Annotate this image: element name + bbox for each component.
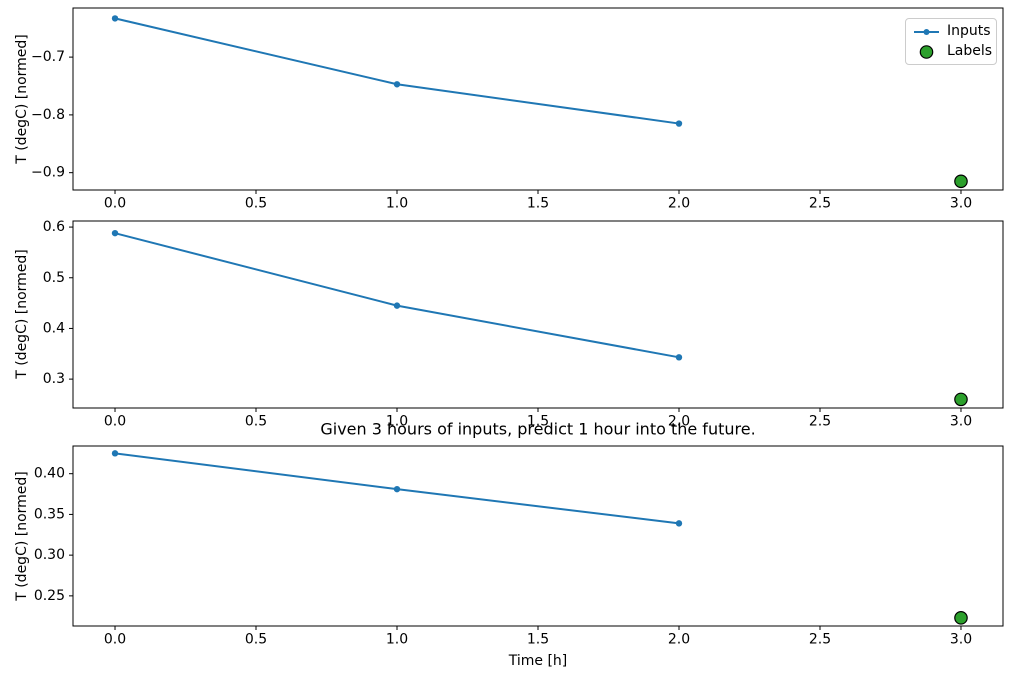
- y-axis-label-2: T (degC) [normed]: [14, 249, 30, 379]
- legend-item-inputs: Inputs: [913, 23, 991, 40]
- x-tick-label: 0.5: [245, 414, 267, 430]
- input-point: [111, 450, 119, 457]
- y-tick-label: 0.35: [34, 506, 65, 522]
- y-tick-label: 0.3: [43, 371, 65, 387]
- inputs-line: [114, 17, 680, 125]
- y-tick-label: −0.9: [31, 165, 65, 181]
- figure-title: Given 3 hours of inputs, predict 1 hour …: [320, 419, 756, 439]
- x-tick-label: 1.0: [386, 414, 408, 430]
- axes-frame-3: [72, 445, 1004, 627]
- input-point: [111, 229, 119, 237]
- x-tick-label: 3.0: [950, 196, 972, 212]
- label-point: [954, 174, 968, 189]
- y-tick-label: 0.40: [34, 466, 65, 482]
- x-tick-label: 1.5: [527, 196, 549, 212]
- x-tick-label: 0.0: [104, 414, 126, 430]
- input-point: [393, 81, 401, 88]
- label-point: [954, 392, 968, 407]
- x-tick-label: 0.5: [245, 196, 267, 212]
- legend-inputs-label: Inputs: [947, 23, 991, 39]
- x-tick-label: 0.0: [104, 632, 126, 648]
- legend: Inputs Labels: [905, 18, 997, 65]
- y-axis-label-1: T (degC) [normed]: [14, 34, 30, 164]
- y-tick-label: 0.4: [43, 320, 65, 336]
- input-point: [675, 120, 683, 127]
- labels-circle-icon: [919, 44, 934, 59]
- x-tick-label: 2.0: [668, 196, 690, 212]
- y-tick-label: 0.5: [43, 270, 65, 286]
- x-tick-label: 1.5: [527, 414, 549, 430]
- input-point: [675, 354, 683, 361]
- legend-item-labels: Labels: [913, 43, 993, 60]
- x-tick-label: 1.5: [527, 632, 549, 648]
- y-tick-label: 0.25: [34, 588, 65, 604]
- x-tick-label: 2.5: [809, 414, 831, 430]
- input-point: [393, 302, 401, 309]
- x-tick-label: 0.0: [104, 196, 126, 212]
- input-point: [111, 15, 119, 22]
- x-tick-label: 3.0: [950, 414, 972, 430]
- x-tick-label: 2.5: [809, 632, 831, 648]
- x-tick-label: 1.0: [386, 196, 408, 212]
- label-point: [954, 611, 968, 625]
- inputs-line: [114, 232, 680, 359]
- x-tick-label: 1.0: [386, 632, 408, 648]
- input-point: [675, 520, 683, 527]
- x-tick-label: 2.0: [668, 632, 690, 648]
- input-point: [393, 485, 401, 493]
- y-tick-label: −0.7: [31, 49, 65, 65]
- y-axis-label-3: T (degC) [normed]: [14, 471, 30, 601]
- y-tick-label: 0.6: [43, 219, 65, 235]
- x-axis-label: Time [h]: [508, 653, 568, 669]
- x-tick-label: 2.0: [668, 414, 690, 430]
- legend-labels-label: Labels: [947, 43, 993, 59]
- axes-frame-2: [72, 220, 1004, 409]
- axes-frame-1: [72, 7, 1004, 191]
- x-tick-label: 2.5: [809, 196, 831, 212]
- y-tick-label: 0.30: [34, 547, 65, 563]
- x-tick-label: 3.0: [950, 632, 972, 648]
- x-tick-label: 0.5: [245, 632, 267, 648]
- inputs-line-icon: [914, 28, 939, 35]
- y-tick-label: −0.8: [31, 107, 65, 123]
